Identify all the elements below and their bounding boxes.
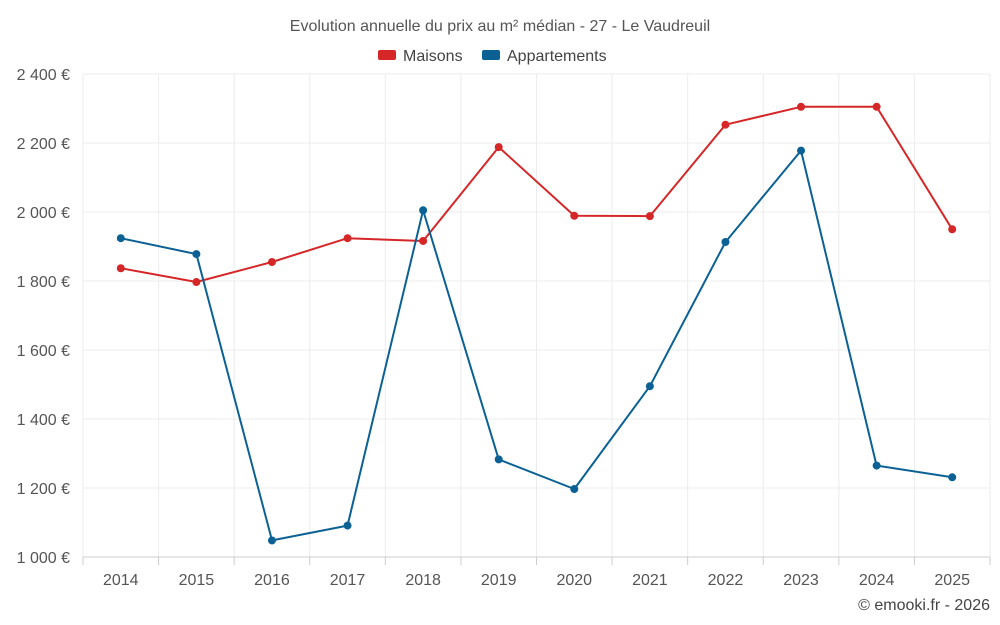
y-tick-label: 1 800 €	[17, 274, 70, 291]
legend-swatch-appartements	[482, 50, 500, 60]
data-point-maisons[interactable]	[645, 212, 654, 221]
data-point-appartements[interactable]	[570, 485, 579, 494]
y-axis: 1 000 € 1 200 € 1 400 € 1 600 € 1 800 € 2 000…	[17, 67, 70, 567]
x-tick-label: 2016	[254, 572, 290, 589]
x-tick-label: 2025	[934, 572, 970, 589]
data-point-maisons[interactable]	[570, 211, 579, 220]
x-tick-label: 2020	[556, 572, 592, 589]
y-tick-label: 1 400 €	[17, 412, 70, 429]
data-point-maisons[interactable]	[797, 102, 806, 111]
series	[116, 102, 957, 545]
x-tick-label: 2014	[103, 572, 139, 589]
data-point-appartements[interactable]	[494, 455, 503, 464]
data-point-maisons[interactable]	[872, 102, 881, 111]
legend-label-appartements: Appartements	[507, 48, 607, 65]
x-tick-label: 2024	[859, 572, 895, 589]
data-point-appartements[interactable]	[192, 250, 201, 259]
data-point-maisons[interactable]	[419, 236, 428, 245]
x-tick-label: 2017	[330, 572, 366, 589]
data-point-appartements[interactable]	[797, 146, 806, 155]
x-tick-label: 2021	[632, 572, 668, 589]
credit-text: © emooki.fr - 2026	[858, 597, 990, 614]
y-tick-label: 2 000 €	[17, 205, 70, 222]
data-point-maisons[interactable]	[267, 258, 276, 267]
x-tick-label: 2015	[179, 572, 215, 589]
data-point-maisons[interactable]	[948, 225, 957, 234]
x-tick-label: 2023	[783, 572, 819, 589]
data-point-appartements[interactable]	[872, 461, 881, 470]
y-tick-label: 2 400 €	[17, 67, 70, 84]
chart-title: Evolution annuelle du prix au m² médian …	[290, 18, 710, 35]
x-tick-label: 2022	[708, 572, 744, 589]
x-tick-label: 2018	[405, 572, 441, 589]
legend-label-maisons: Maisons	[403, 48, 463, 65]
x-tick-label: 2019	[481, 572, 517, 589]
data-point-maisons[interactable]	[343, 234, 352, 243]
data-point-maisons[interactable]	[721, 120, 730, 129]
x-axis: 2014 2015 2016 2017 2018 2019 2020 2021 2022 2023…	[82, 556, 991, 589]
y-tick-label: 1 000 €	[17, 550, 70, 567]
legend-item-maisons[interactable]: Maisons	[378, 48, 463, 65]
data-point-appartements[interactable]	[721, 238, 730, 247]
y-tick-label: 1 200 €	[17, 481, 70, 498]
legend: Maisons Appartements	[378, 48, 607, 65]
grid	[82, 73, 991, 557]
series-line-appartements	[120, 149, 953, 542]
series-line-maisons	[120, 105, 954, 283]
y-tick-label: 2 200 €	[17, 136, 70, 153]
data-point-appartements[interactable]	[645, 382, 654, 391]
data-point-appartements[interactable]	[116, 234, 125, 243]
legend-swatch-maisons	[378, 50, 396, 60]
y-tick-label: 1 600 €	[17, 343, 70, 360]
data-point-maisons[interactable]	[116, 264, 125, 273]
data-point-appartements[interactable]	[419, 206, 428, 215]
data-point-maisons[interactable]	[494, 143, 503, 152]
legend-item-appartements[interactable]: Appartements	[482, 48, 607, 65]
data-point-appartements[interactable]	[343, 521, 352, 530]
data-point-appartements[interactable]	[948, 473, 957, 482]
data-point-maisons[interactable]	[192, 278, 201, 287]
data-point-appartements[interactable]	[267, 536, 276, 545]
